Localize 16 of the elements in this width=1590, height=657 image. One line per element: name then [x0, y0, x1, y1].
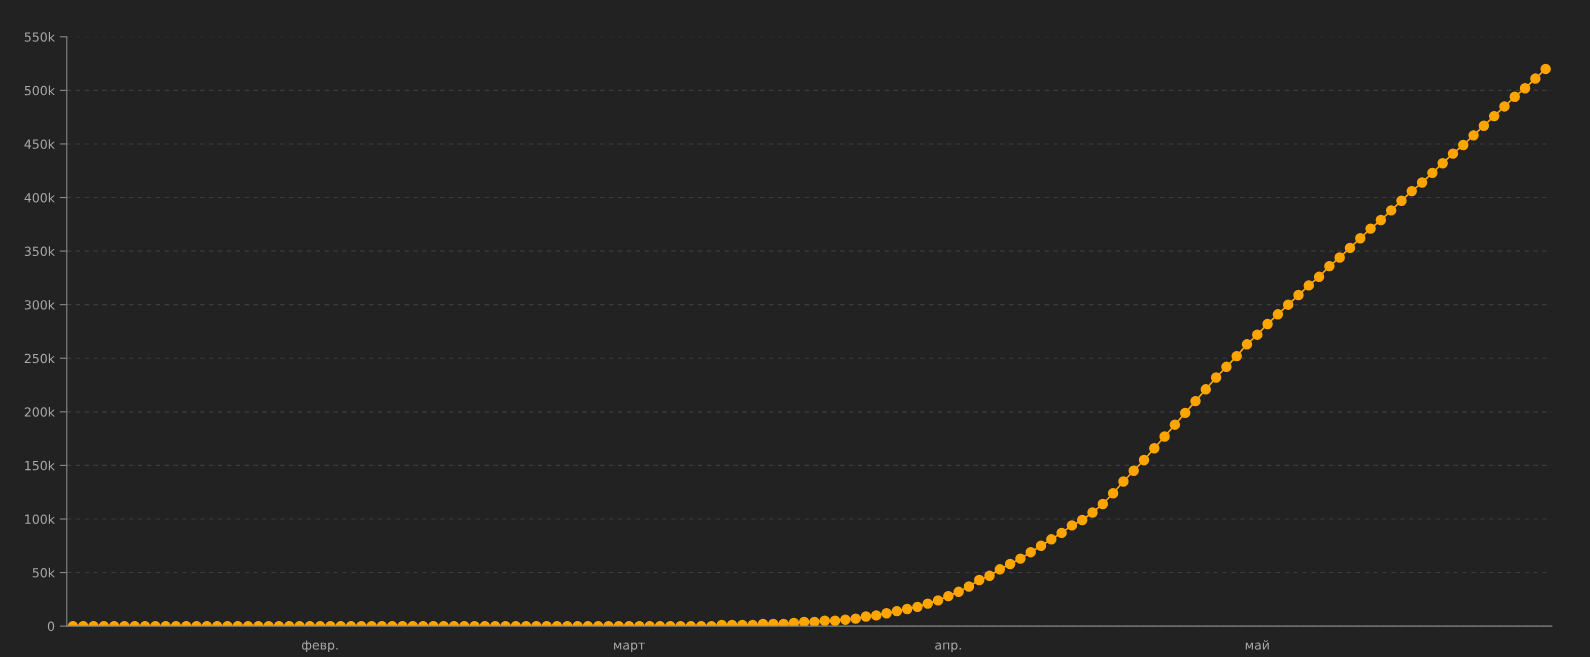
y-tick-label: 250k: [24, 353, 55, 364]
x-tick-label: апр.: [935, 642, 961, 653]
y-tick-label: 400k: [24, 192, 55, 203]
y-tick-label: 500k: [24, 85, 55, 96]
y-tick-label: 50k: [32, 567, 55, 578]
y-tick-label: 300k: [24, 299, 55, 310]
y-tick-label: 550k: [24, 32, 55, 42]
x-tick-label: май: [1245, 640, 1269, 650]
y-tick-label: 350k: [24, 246, 55, 257]
y-tick-label: 0: [47, 621, 55, 632]
x-tick-label: март: [614, 642, 645, 653]
x-tick-label: февр.: [301, 640, 338, 653]
y-tick-label: 450k: [24, 139, 55, 149]
y-tick-label: 200k: [24, 407, 55, 417]
y-tick-label: 150k: [25, 460, 55, 471]
y-tick-label: 100k: [25, 514, 55, 524]
